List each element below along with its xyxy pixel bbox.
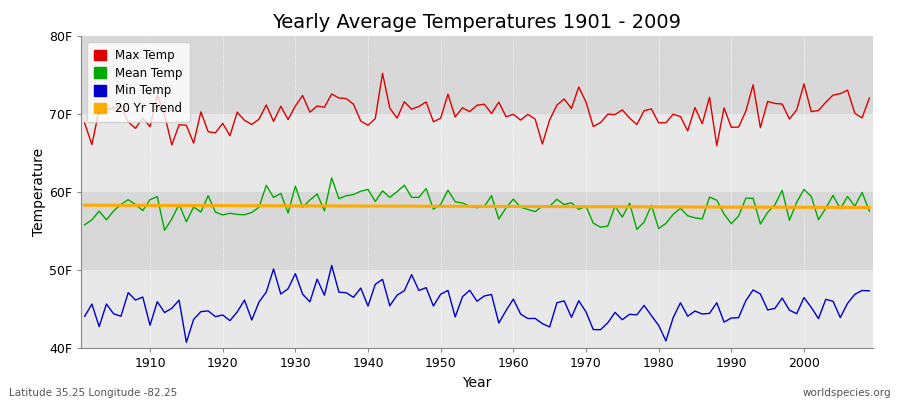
Mean Temp — [138, 208, 148, 213]
Legend: Max Temp, Mean Temp, Min Temp, 20 Yr Trend: Max Temp, Mean Temp, Min Temp, 20 Yr Tre… — [87, 42, 190, 122]
Y-axis label: Temperature: Temperature — [32, 148, 46, 236]
Mean Temp — [864, 209, 875, 214]
Min Temp — [138, 295, 148, 300]
20 Yr Trend — [864, 205, 875, 210]
Line: Min Temp: Min Temp — [85, 266, 869, 342]
Max Temp — [508, 112, 518, 117]
Mean Temp — [515, 205, 526, 210]
Line: 20 Yr Trend: 20 Yr Trend — [85, 205, 869, 208]
20 Yr Trend — [595, 204, 606, 209]
Line: Max Temp: Max Temp — [85, 73, 869, 146]
Title: Yearly Average Temperatures 1901 - 2009: Yearly Average Temperatures 1901 - 2009 — [273, 13, 681, 32]
Line: Mean Temp: Mean Temp — [85, 178, 869, 230]
Bar — [81, 192, 873, 270]
Max Temp — [341, 96, 352, 101]
Bar — [81, 270, 873, 348]
Mean Temp — [356, 189, 366, 194]
20 Yr Trend — [341, 204, 352, 208]
Mean Temp — [79, 222, 90, 227]
Bar — [81, 36, 873, 114]
Max Temp — [864, 96, 875, 100]
Min Temp — [327, 263, 338, 268]
Min Temp — [609, 310, 620, 315]
Max Temp — [297, 93, 308, 98]
Min Temp — [356, 286, 366, 290]
20 Yr Trend — [79, 203, 90, 208]
Min Temp — [79, 314, 90, 319]
Max Temp — [138, 116, 148, 120]
20 Yr Trend — [508, 204, 518, 209]
X-axis label: Year: Year — [463, 376, 491, 390]
Min Temp — [181, 340, 192, 345]
Min Temp — [523, 316, 534, 321]
Mean Temp — [159, 228, 170, 233]
Max Temp — [711, 144, 722, 148]
Text: worldspecies.org: worldspecies.org — [803, 388, 891, 398]
Mean Temp — [327, 176, 338, 180]
Text: Latitude 35.25 Longitude -82.25: Latitude 35.25 Longitude -82.25 — [9, 388, 177, 398]
Mean Temp — [523, 207, 534, 212]
Max Temp — [515, 118, 526, 122]
Min Temp — [864, 288, 875, 293]
Bar — [81, 114, 873, 192]
Max Temp — [602, 112, 613, 117]
20 Yr Trend — [138, 203, 148, 208]
Max Temp — [377, 71, 388, 76]
Mean Temp — [304, 198, 315, 202]
Mean Temp — [609, 204, 620, 208]
Max Temp — [79, 121, 90, 126]
Min Temp — [304, 300, 315, 304]
20 Yr Trend — [500, 204, 511, 209]
20 Yr Trend — [297, 204, 308, 208]
Min Temp — [515, 312, 526, 316]
